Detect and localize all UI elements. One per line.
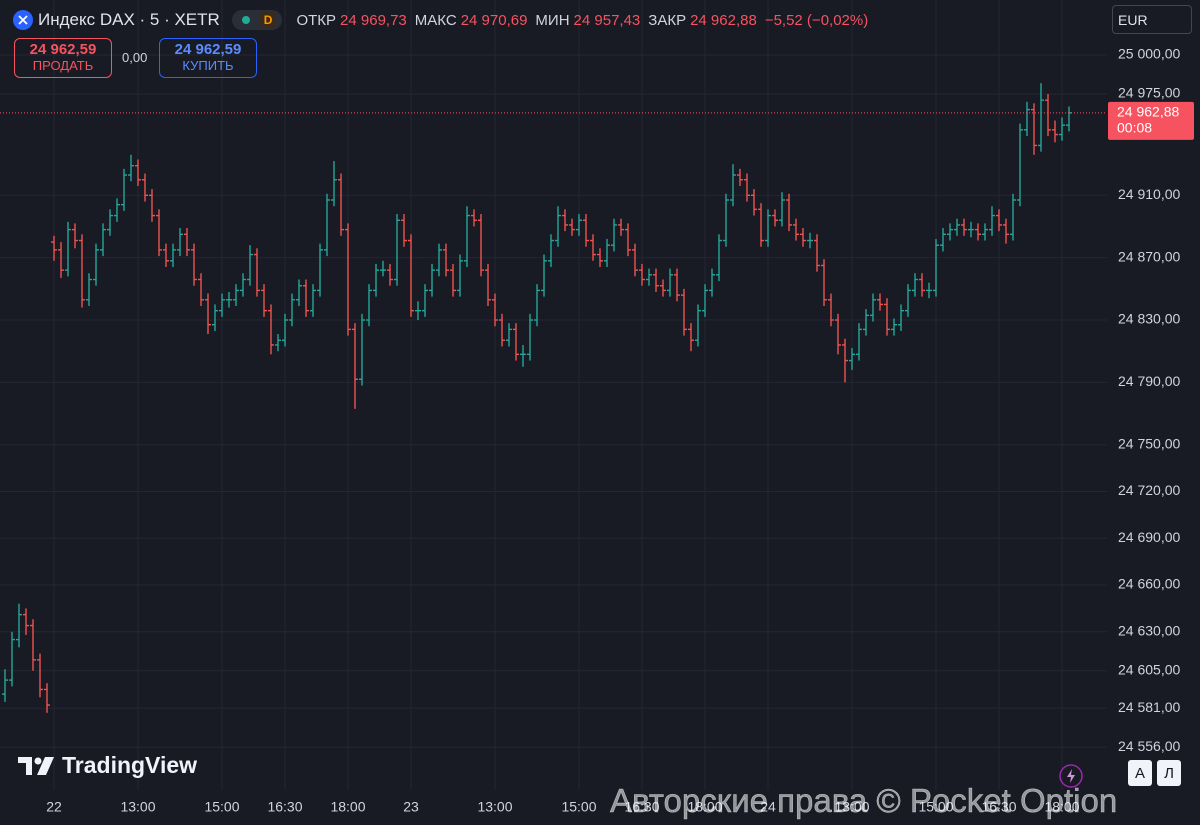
currency-select[interactable]: EUR bbox=[1112, 5, 1192, 34]
countdown: 00:08 bbox=[1117, 120, 1152, 136]
change: −5,52 (−0,02%) bbox=[764, 11, 869, 29]
x-tick-label: 15:00 bbox=[204, 799, 239, 815]
close-value: 24 962,88 bbox=[690, 11, 757, 29]
x-tick-label: 13:00 bbox=[477, 799, 512, 815]
y-tick-label: 24 910,00 bbox=[1118, 186, 1180, 202]
status-dot bbox=[241, 16, 250, 24]
low-value: 24 957,43 bbox=[573, 11, 641, 29]
x-tick-label: 18:00 bbox=[1044, 799, 1079, 815]
market-status[interactable]: D bbox=[231, 10, 283, 30]
x-tick-label: 18:00 bbox=[330, 799, 365, 815]
y-tick-label: 25 000,00 bbox=[1118, 46, 1180, 62]
legend-header: Индекс DAX · 5 · XETR D ОТКР 24 969,73 МА… bbox=[12, 8, 868, 32]
y-tick-label: 24 830,00 bbox=[1118, 311, 1180, 327]
low-label: МИН bbox=[535, 11, 570, 29]
sell-button[interactable]: 24 962,59 ПРОДАТЬ bbox=[14, 38, 112, 78]
x-tick-label: 23 bbox=[403, 799, 419, 815]
x-tick-label: 16:30 bbox=[624, 799, 659, 815]
buy-label: КУПИТЬ bbox=[182, 58, 234, 73]
price-tag-label: 24 962,88 bbox=[1117, 104, 1179, 120]
x-tick-label: 18:00 bbox=[687, 799, 722, 815]
y-tick-label: 24 975,00 bbox=[1118, 85, 1180, 101]
watermark: Авторские права © Pocket Option bbox=[610, 782, 1118, 820]
open-label: ОТКР bbox=[296, 11, 337, 29]
x-tick-label: 15:00 bbox=[918, 799, 953, 815]
sell-label: ПРОДАТЬ bbox=[32, 58, 94, 73]
y-tick-label: 24 720,00 bbox=[1118, 482, 1180, 498]
spread: 0,00 bbox=[122, 50, 148, 65]
y-tick-label: 24 556,00 bbox=[1118, 738, 1180, 754]
y-tick-label: 24 581,00 bbox=[1118, 699, 1180, 715]
y-tick-label: 24 660,00 bbox=[1118, 576, 1180, 592]
logo-text: TradingView bbox=[62, 752, 198, 778]
open-value: 24 969,73 bbox=[340, 11, 407, 29]
high-value: 24 970,69 bbox=[460, 11, 528, 29]
lightning-button[interactable] bbox=[1058, 763, 1084, 789]
x-tick-label: 15:00 bbox=[561, 799, 596, 815]
close-label: ЗАКР bbox=[648, 11, 687, 29]
symbol-icon[interactable] bbox=[12, 9, 34, 31]
badge: D bbox=[259, 12, 277, 28]
buy-price: 24 962,59 bbox=[174, 41, 242, 58]
buy-button[interactable]: 24 962,59 КУПИТЬ bbox=[159, 38, 257, 78]
high-label: МАКС bbox=[414, 11, 457, 29]
x-tick-label: 13:00 bbox=[834, 799, 869, 815]
y-tick-label: 24 870,00 bbox=[1118, 248, 1180, 264]
y-tick-label: 24 605,00 bbox=[1118, 661, 1180, 677]
price-tag bbox=[1108, 101, 1194, 140]
y-tick-label: 24 750,00 bbox=[1118, 435, 1180, 451]
x-tick-label: 16:30 bbox=[267, 799, 302, 815]
currency: EUR bbox=[1118, 11, 1148, 28]
y-tick-label: 24 790,00 bbox=[1118, 373, 1180, 389]
x-tick-label: 13:00 bbox=[120, 799, 155, 815]
logo[interactable]: TradingView bbox=[18, 752, 197, 779]
y-tick-label: 24 630,00 bbox=[1118, 622, 1180, 638]
sell-price: 24 962,59 bbox=[29, 41, 97, 58]
x-tick-label: 16:30 bbox=[981, 799, 1016, 815]
auto-scale-button[interactable]: А bbox=[1128, 760, 1152, 786]
y-tick-label: 24 690,00 bbox=[1118, 529, 1180, 545]
x-tick-label: 22 bbox=[46, 799, 62, 815]
log-scale-button[interactable]: Л bbox=[1157, 760, 1181, 786]
symbol-name[interactable]: Индекс DAX · 5 · XETR bbox=[38, 10, 220, 29]
x-tick-label: 24 bbox=[760, 799, 776, 815]
logo-icon bbox=[18, 756, 54, 775]
